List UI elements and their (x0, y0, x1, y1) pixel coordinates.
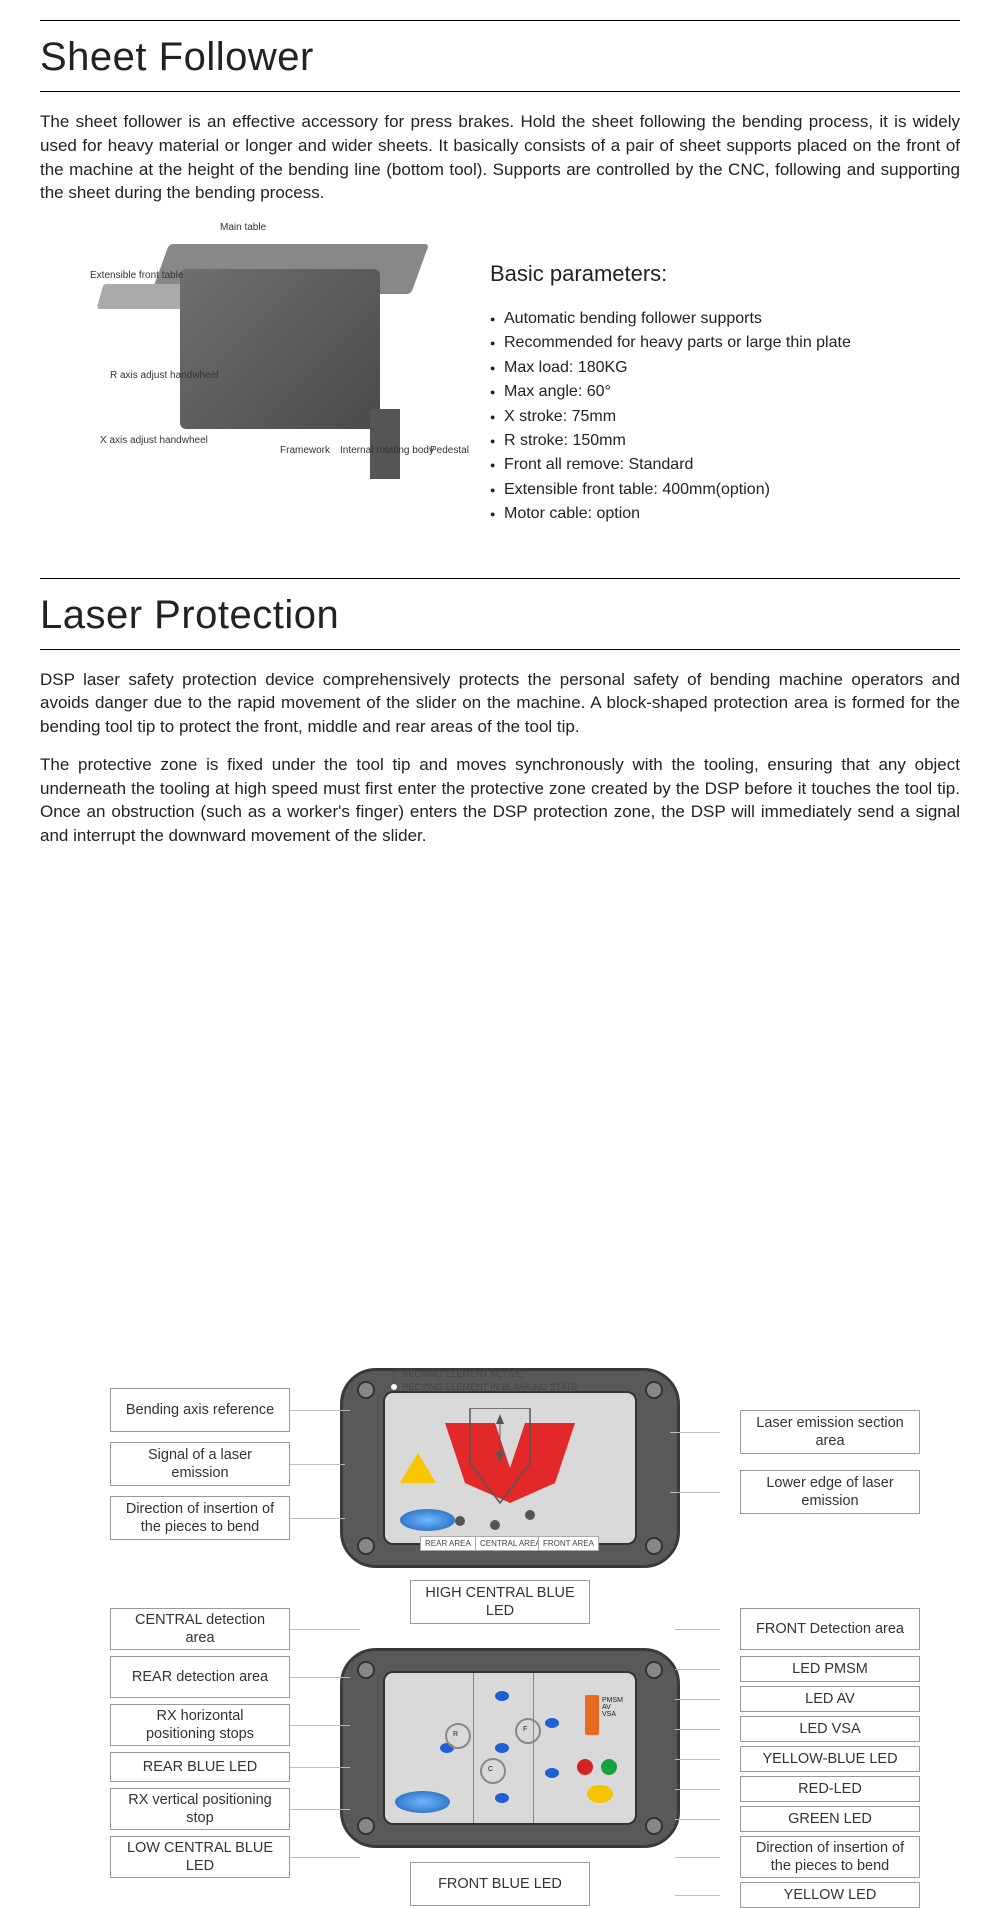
callout-low-central: LOW CENTRAL BLUE LED (110, 1836, 290, 1878)
label-internal-body: Internal rotating body (340, 444, 434, 458)
callout-signal-laser: Signal of a laser emission (110, 1442, 290, 1486)
param-item: Motor cable: option (490, 503, 960, 525)
tool-tip-v-icon (450, 1408, 550, 1518)
callout-green-led: GREEN LED (740, 1806, 920, 1832)
sheet-follower-title: Sheet Follower (40, 29, 960, 92)
callout-laser-section: Laser emission section area (740, 1410, 920, 1454)
param-item: Max load: 180KG (490, 357, 960, 379)
callout-red-led: RED-LED (740, 1776, 920, 1802)
area-central: CENTRAL AREA (475, 1536, 546, 1551)
laser-title: Laser Protection (40, 587, 960, 650)
callout-yellow-blue: YELLOW-BLUE LED (740, 1746, 920, 1772)
label-framework: Framework (280, 444, 330, 458)
device-bottom: R C F PMSMAVVSA (340, 1648, 680, 1848)
callout-led-vsa: LED VSA (740, 1716, 920, 1742)
laser-diagram: Bending axis reference Signal of a laser… (90, 1368, 910, 1548)
callout-rx-horiz: RX horizontal positioning stops (110, 1704, 290, 1746)
sheet-follower-content: Main table Extensible front table R axis… (40, 219, 960, 527)
machine-illustration: Main table Extensible front table R axis… (40, 219, 460, 469)
parameters-column: Basic parameters: Automatic bending foll… (490, 219, 960, 527)
area-front: FRONT AREA (538, 1536, 599, 1551)
section-divider (40, 20, 960, 21)
callout-rx-vert: RX vertical positioning stop (110, 1788, 290, 1830)
laser-p1: DSP laser safety protection device compr… (40, 668, 960, 739)
param-item: X stroke: 75mm (490, 406, 960, 428)
callout-bending-axis: Bending axis reference (110, 1388, 290, 1432)
label-main-table: Main table (220, 221, 266, 235)
label-x-axis: X axis adjust handwheel (100, 434, 208, 448)
callout-lower-edge: Lower edge of laser emission (740, 1470, 920, 1514)
parameters-title: Basic parameters: (490, 259, 960, 290)
label-ext-table: Extensible front table (90, 269, 183, 283)
callout-front-blue: FRONT BLUE LED (410, 1862, 590, 1906)
laser-p2: The protective zone is fixed under the t… (40, 753, 960, 848)
tooltip-area-diagram: RECVING ELEMENT ACTIVE RECVING ELEMENT I… (370, 1368, 630, 1548)
param-item: Recommended for heavy parts or large thi… (490, 332, 960, 354)
label-pedestal: Pedestal (430, 444, 469, 458)
callout-led-av: LED AV (740, 1686, 920, 1712)
param-item: Automatic bending follower supports (490, 308, 960, 330)
callout-rear-det: REAR detection area (110, 1656, 290, 1698)
callout-front-det: FRONT Detection area (740, 1608, 920, 1650)
sheet-follower-description: The sheet follower is an effective acces… (40, 110, 960, 205)
logo-oval-icon (395, 1791, 450, 1813)
legend-blanking: RECVING ELEMENT IN BLANKING STATE (402, 1382, 578, 1392)
callout-direction-insert-2: Direction of insertion of the pieces to … (740, 1836, 920, 1878)
section-divider (40, 578, 960, 579)
callout-led-pmsm: LED PMSM (740, 1656, 920, 1682)
callout-yellow-led: YELLOW LED (740, 1882, 920, 1908)
param-item: Max angle: 60° (490, 381, 960, 403)
area-rear: REAR AREA (420, 1536, 476, 1551)
callout-central-det: CENTRAL detection area (110, 1608, 290, 1650)
parameters-list: Automatic bending follower supports Reco… (490, 308, 960, 526)
label-r-axis: R axis adjust handwheel (110, 369, 218, 383)
param-item: R stroke: 150mm (490, 430, 960, 452)
legend-active: RECVING ELEMENT ACTIVE (402, 1369, 522, 1379)
param-item: Extensible front table: 400mm(option) (490, 479, 960, 501)
callout-rear-blue: REAR BLUE LED (110, 1752, 290, 1782)
callout-high-central: HIGH CENTRAL BLUE LED (410, 1580, 590, 1624)
param-item: Front all remove: Standard (490, 454, 960, 476)
callout-direction-insert: Direction of insertion of the pieces to … (110, 1496, 290, 1540)
